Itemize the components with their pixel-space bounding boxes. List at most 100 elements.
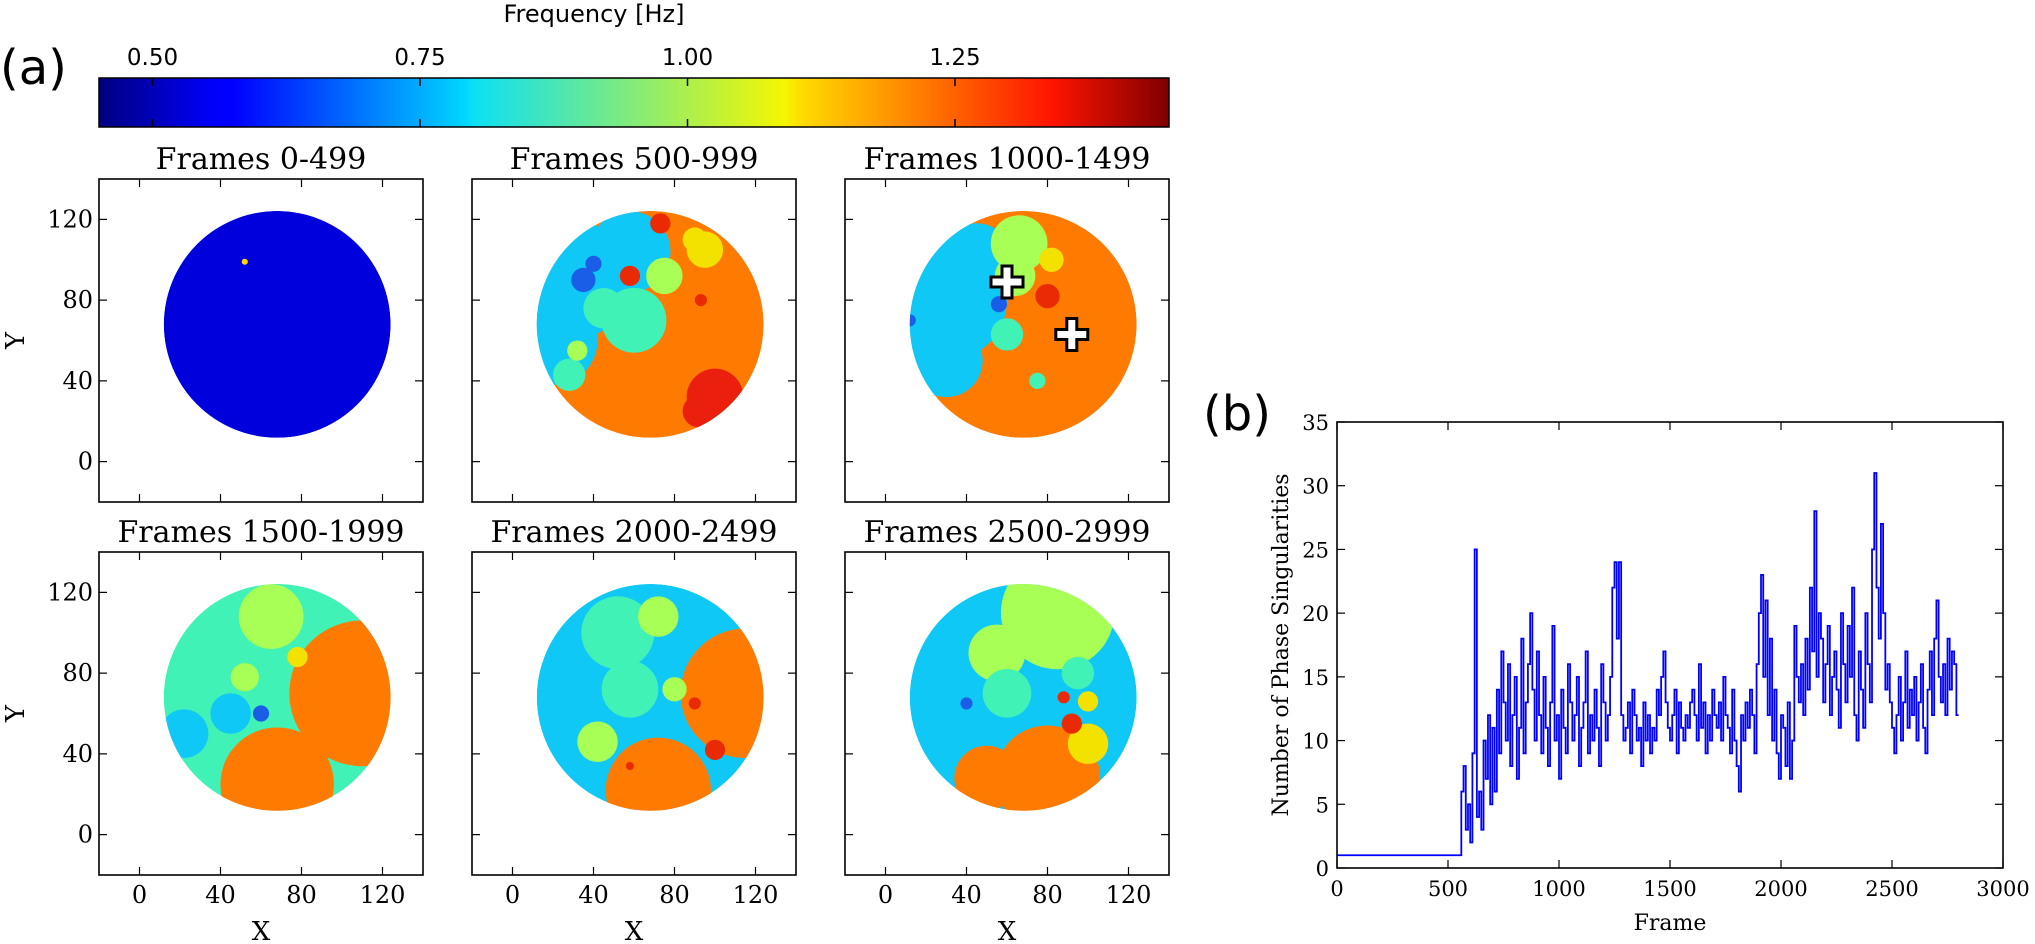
- colorbar-gradient: [98, 77, 1170, 128]
- phase-singularity-marker: [989, 264, 1025, 300]
- panel-label-b: (b): [1203, 386, 1271, 442]
- frequency-region: [585, 255, 602, 272]
- frequency-region: [241, 258, 248, 265]
- colorbar: Frequency [Hz] 0.50 0.75 1.00 1.25: [98, 0, 1170, 128]
- frequency-region: [619, 265, 641, 287]
- y-tick-label: 40: [62, 740, 93, 768]
- heatmap-panel-6: Frames 2500-2999 0 40 80 120 X: [844, 515, 1170, 944]
- panel-frame: [844, 551, 1170, 876]
- frequency-region: [1061, 656, 1095, 690]
- frequency-map: [536, 210, 764, 438]
- frequency-region: [1057, 691, 1070, 704]
- heatmap-panel-4: Frames 1500-1999 0 0 40 40 80 80 120 120 Y X: [1, 515, 424, 944]
- y-tick-label: 25: [1302, 538, 1329, 562]
- frequency-region: [682, 227, 707, 252]
- colorbar-tick-label: 0.75: [394, 45, 445, 71]
- frequency-region: [638, 596, 679, 637]
- x-tick-label: 80: [1032, 881, 1063, 909]
- frequency-map: [163, 210, 391, 438]
- heatmap-panel-2: Frames 500-999: [471, 142, 797, 503]
- x-tick-label: 120: [1106, 881, 1152, 909]
- map-base-region: [163, 210, 391, 438]
- line-chart-frame: [1336, 421, 2004, 869]
- frequency-region: [583, 287, 624, 329]
- y-tick-label: 40: [62, 367, 93, 395]
- frequency-region: [990, 318, 1024, 351]
- x-tick-label: 3000: [1976, 877, 2029, 901]
- y-axis-label: Y: [1, 331, 31, 350]
- colorbar-tick-label: 0.50: [127, 45, 178, 71]
- frequency-region: [968, 624, 1026, 682]
- x-tick-label: 1000: [1532, 877, 1585, 901]
- frequency-region: [954, 745, 1020, 811]
- panel-frame: [98, 178, 424, 503]
- frequency-region: [577, 721, 618, 763]
- series-line: [1337, 472, 1959, 857]
- x-tick-label: 80: [286, 881, 317, 909]
- frequency-region: [605, 737, 711, 811]
- heatmap-panel-1: Frames 0-499 0 40 80 120 Y: [1, 142, 424, 503]
- y-tick-label: 80: [62, 659, 93, 687]
- x-axis-label: X: [625, 917, 644, 944]
- x-tick-label: 120: [733, 881, 779, 909]
- x-tick-label: 1500: [1643, 877, 1696, 901]
- panel-title: Frames 2500-2999: [863, 515, 1150, 550]
- x-axis-label: X: [998, 917, 1017, 944]
- frequency-map: [909, 583, 1137, 811]
- panel-label-a: (a): [0, 40, 67, 96]
- y-axis-label: Y: [1, 704, 31, 723]
- x-tick-label: 500: [1428, 877, 1468, 901]
- frequency-region: [1061, 713, 1082, 734]
- frequency-region: [960, 697, 973, 710]
- frequency-region: [238, 584, 304, 649]
- frequency-region: [553, 358, 586, 392]
- frequency-region: [567, 340, 588, 361]
- x-axis-label: X: [252, 917, 271, 944]
- panel-frame: [98, 551, 424, 876]
- frequency-region: [646, 257, 683, 295]
- y-tick-label: 0: [78, 448, 93, 476]
- frequency-map: [909, 210, 1137, 438]
- panel-title: Frames 1000-1499: [863, 142, 1150, 177]
- x-axis-label: Frame: [1634, 911, 1707, 936]
- frequency-region: [680, 628, 764, 759]
- colorbar-label: Frequency [Hz]: [504, 0, 685, 28]
- colorbar-ticks: 0.50 0.75 1.00 1.25: [127, 45, 981, 127]
- frequency-region: [1029, 372, 1046, 389]
- frequency-region: [1077, 691, 1099, 712]
- panel-frame: [471, 551, 797, 876]
- x-tick-label: 2500: [1865, 877, 1918, 901]
- frequency-region: [650, 213, 671, 234]
- colorbar-tick-label: 1.00: [662, 45, 713, 71]
- frequency-region: [990, 296, 1008, 313]
- x-tick-label: 0: [878, 881, 893, 909]
- colorbar-tick-label: 1.25: [929, 45, 980, 71]
- panel-title: Frames 1500-1999: [117, 515, 404, 550]
- y-tick-label: 80: [62, 286, 93, 314]
- heatmap-panel-3: Frames 1000-1499: [844, 142, 1170, 503]
- panel-title: Frames 0-499: [156, 142, 367, 177]
- y-tick-label: 120: [47, 205, 93, 233]
- frequency-region: [571, 267, 596, 293]
- y-tick-label: 5: [1316, 793, 1329, 817]
- x-tick-label: 40: [951, 881, 982, 909]
- frequency-region: [909, 314, 916, 327]
- y-axis-label: Number of Phase Singularities: [1269, 473, 1294, 816]
- frequency-map: [536, 583, 764, 811]
- frequency-region: [287, 646, 308, 668]
- x-tick-label: 80: [659, 881, 690, 909]
- panel-frame: [471, 178, 797, 503]
- y-tick-label: 15: [1302, 666, 1329, 690]
- frequency-region: [210, 693, 251, 734]
- frequency-region: [581, 596, 655, 670]
- frequency-region: [990, 215, 1048, 272]
- frequency-region: [230, 662, 259, 692]
- panel-title: Frames 2000-2499: [490, 515, 777, 550]
- y-tick-label: 120: [47, 578, 93, 606]
- panel-title: Frames 500-999: [510, 142, 759, 177]
- x-tick-label: 2000: [1754, 877, 1807, 901]
- y-tick-label: 30: [1302, 475, 1329, 499]
- frequency-region: [220, 727, 334, 811]
- panel-frame: [844, 178, 1170, 503]
